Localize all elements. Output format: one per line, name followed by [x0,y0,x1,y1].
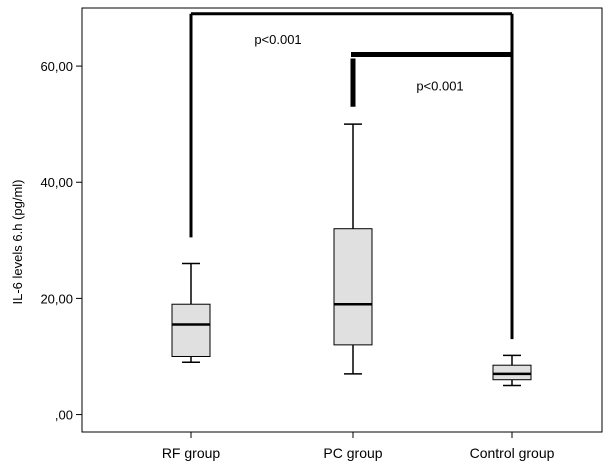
significance-bracket-rf-control: p<0.001 [189,12,514,340]
y-tick-label: 20,00 [40,291,73,306]
y-tick-label: 60,00 [40,59,73,74]
p-value-label: p<0.001 [254,32,301,47]
y-axis-title: IL-6 levels 6.h (pg/ml) [10,180,25,305]
y-tick-label: ,00 [55,408,73,423]
p-value-label: p<0.001 [416,78,463,93]
y-tick-label: 40,00 [40,175,73,190]
y-axis-ticks: ,00 20,00 40,00 60,00 [40,59,82,423]
box-pc-group [333,123,373,375]
box-rf-group [171,262,211,364]
plot-border [81,7,603,433]
iqr-box [171,303,211,357]
iqr-box [492,364,532,381]
iqr-box [333,228,373,346]
significance-bracket-pc-control: p<0.001 [350,51,512,107]
x-axis-labels: RF group PC group Control group [162,432,555,461]
plot-frame [81,7,603,433]
box-control-group [492,354,532,387]
significance-annotations: p<0.001 p<0.001 [189,12,514,340]
boxes [171,123,532,387]
x-category-label: PC group [323,445,382,461]
x-category-label: RF group [162,445,221,461]
x-category-label: Control group [470,445,555,461]
